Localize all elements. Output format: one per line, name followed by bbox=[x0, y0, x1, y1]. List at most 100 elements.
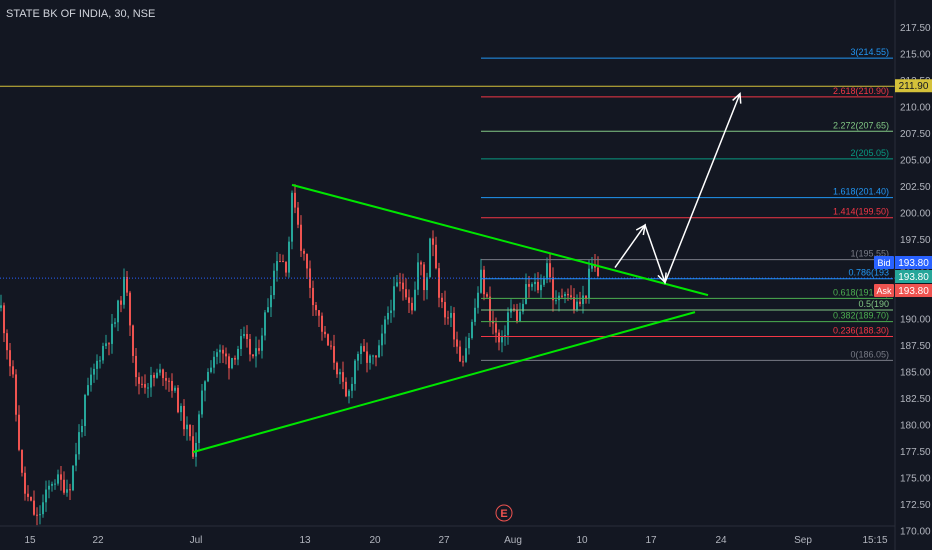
price-tick-label: 170.00 bbox=[900, 527, 931, 538]
price-badge-prefix: Ask bbox=[876, 286, 892, 296]
candle-body bbox=[282, 261, 284, 263]
candle-body bbox=[318, 310, 320, 316]
candle-body bbox=[597, 267, 599, 276]
candle-body bbox=[255, 348, 257, 357]
triangle-pattern[interactable] bbox=[192, 183, 709, 454]
candle-body bbox=[132, 325, 134, 356]
candle-body bbox=[207, 371, 209, 382]
candle-body bbox=[387, 312, 389, 320]
candle-body bbox=[471, 321, 473, 339]
candle-body bbox=[372, 355, 374, 357]
candle-body bbox=[93, 368, 95, 375]
price-badge-tag bbox=[874, 256, 894, 269]
price-tick-label: 217.50 bbox=[900, 23, 931, 34]
candle-body bbox=[315, 305, 317, 311]
candle-body bbox=[12, 366, 14, 375]
candle-body bbox=[324, 331, 326, 335]
candle-body bbox=[102, 346, 104, 361]
candle-body bbox=[78, 432, 80, 455]
candle-body bbox=[495, 323, 497, 333]
candle-body bbox=[228, 356, 230, 369]
candle-body bbox=[156, 372, 158, 378]
price-tick-label: 210.00 bbox=[900, 102, 931, 113]
price-badges: 211.90 Bid 193.80 193.80 Ask 193.80 bbox=[874, 79, 932, 297]
candle-body bbox=[510, 308, 512, 313]
time-tick-label: 27 bbox=[438, 535, 450, 546]
candle-body bbox=[171, 381, 173, 391]
candle-body bbox=[465, 348, 467, 362]
price-tick-label: 182.50 bbox=[900, 394, 931, 405]
candle-body bbox=[279, 261, 281, 263]
price-badge-label: 193.80 bbox=[898, 258, 929, 269]
fib-level-label: 1(195.55) bbox=[850, 249, 889, 259]
candle-body bbox=[42, 502, 44, 515]
projection-arrow[interactable] bbox=[614, 92, 742, 285]
candle-body bbox=[270, 295, 272, 308]
candle-body bbox=[393, 286, 395, 311]
candle-body bbox=[348, 390, 350, 397]
candle-body bbox=[402, 282, 404, 290]
price-tick-label: 172.50 bbox=[900, 500, 931, 511]
candle-body bbox=[15, 374, 17, 415]
candle-body bbox=[363, 346, 365, 352]
candle-body bbox=[540, 284, 542, 291]
candle-body bbox=[168, 380, 170, 382]
candle-body bbox=[108, 343, 110, 345]
candle-body bbox=[444, 302, 446, 318]
candle-body bbox=[258, 348, 260, 351]
candle-body bbox=[420, 262, 422, 265]
candle-body bbox=[234, 357, 236, 360]
candle-body bbox=[330, 345, 332, 347]
candle-body bbox=[57, 474, 59, 484]
candle-body bbox=[264, 312, 266, 336]
fib-level-label: 2.272(207.65) bbox=[833, 120, 889, 130]
earnings-marker[interactable]: E bbox=[495, 504, 513, 522]
candle-body bbox=[573, 297, 575, 310]
candle-body bbox=[543, 279, 545, 285]
candle-body bbox=[414, 289, 416, 311]
price-tick-label: 205.00 bbox=[900, 155, 931, 166]
candle-body bbox=[297, 207, 299, 225]
fib-level-label: 0.382(189.70) bbox=[833, 311, 889, 321]
fib-level-label: 0(186.05) bbox=[850, 349, 889, 359]
earnings-marker-label: E bbox=[500, 508, 507, 520]
candle-body bbox=[210, 367, 212, 372]
candle-body bbox=[27, 493, 29, 497]
candle-body bbox=[468, 338, 470, 349]
candle-body bbox=[417, 262, 419, 290]
candle-body bbox=[579, 301, 581, 304]
candle-body bbox=[429, 238, 431, 278]
candle-body bbox=[123, 276, 125, 305]
candle-body bbox=[354, 360, 356, 384]
price-tick-label: 187.50 bbox=[900, 341, 931, 352]
candle-body bbox=[585, 295, 587, 299]
candle-body bbox=[480, 269, 482, 293]
candle-body bbox=[120, 300, 122, 305]
candle-body bbox=[567, 293, 569, 296]
candle-body bbox=[411, 302, 413, 311]
candle-body bbox=[357, 353, 359, 361]
time-axis[interactable]: 15 22 Jul 13 20 27 Aug 10 17 24 Sep 15:15 bbox=[24, 535, 888, 546]
candle-body bbox=[72, 465, 74, 491]
candle-body bbox=[303, 250, 305, 254]
candle-body bbox=[36, 514, 38, 516]
time-tick-label: 13 bbox=[299, 535, 311, 546]
candle-body bbox=[459, 346, 461, 362]
candle-body bbox=[306, 253, 308, 269]
candle-body bbox=[522, 303, 524, 312]
candle-body bbox=[51, 483, 53, 486]
price-badge-label: 211.90 bbox=[899, 81, 929, 92]
candle-body bbox=[75, 454, 77, 466]
price-badge bbox=[895, 270, 932, 283]
candle-body bbox=[261, 335, 263, 351]
candle-body bbox=[90, 374, 92, 386]
candle-body bbox=[114, 322, 116, 324]
fib-extension-layer[interactable]: 3(214.55) 2.618(210.90) 2.272(207.65) 2(205… bbox=[481, 47, 893, 361]
candle-body bbox=[195, 442, 197, 457]
candle-body bbox=[54, 483, 56, 485]
candle-body bbox=[399, 282, 401, 284]
time-tick-label: 24 bbox=[715, 535, 727, 546]
candle-body bbox=[486, 294, 488, 297]
